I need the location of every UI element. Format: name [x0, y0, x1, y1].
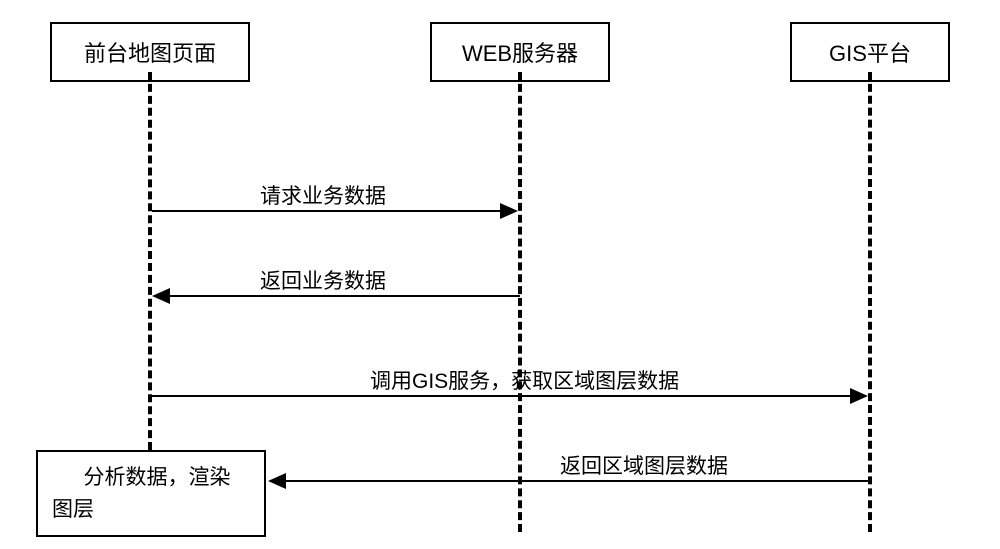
message-1-label: 请求业务数据 [260, 180, 386, 210]
message-1-arrow [152, 210, 502, 212]
message-1-arrowhead [500, 203, 518, 219]
result-box: 分析数据，渲染 图层 [36, 450, 266, 537]
participant-frontend-label: 前台地图页面 [84, 41, 216, 66]
message-3-arrow [152, 395, 852, 397]
message-2-label: 返回业务数据 [260, 265, 386, 295]
lifeline-gis [868, 72, 872, 532]
message-4-arrow [286, 480, 870, 482]
participant-webserver-label: WEB服务器 [462, 41, 578, 66]
message-2-arrow [170, 295, 520, 297]
lifeline-webserver [518, 72, 522, 532]
message-3-label: 调用GIS服务，获取区域图层数据 [370, 365, 679, 395]
message-3-arrowhead [850, 388, 868, 404]
lifeline-frontend [148, 72, 152, 450]
message-4-label: 返回区域图层数据 [560, 450, 728, 480]
result-box-line1: 分析数据，渲染 [52, 462, 250, 494]
message-4-arrowhead [268, 473, 286, 489]
message-2-arrowhead [152, 288, 170, 304]
result-box-line2: 图层 [52, 494, 250, 526]
participant-gis-label: GIS平台 [829, 41, 911, 66]
